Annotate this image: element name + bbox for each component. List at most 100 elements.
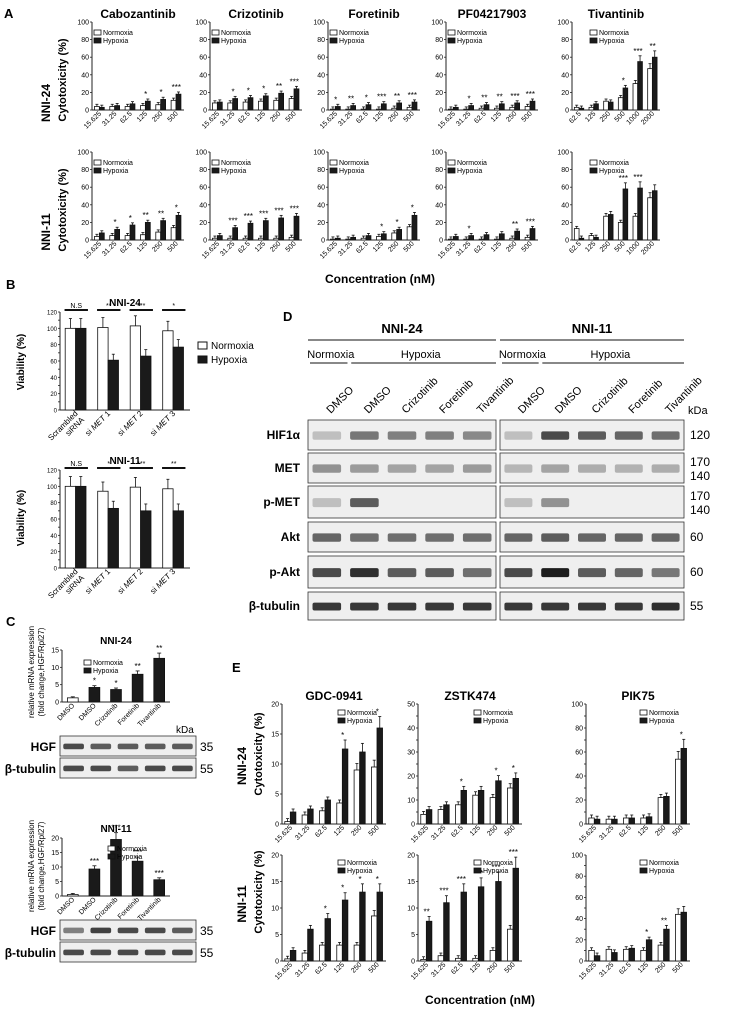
d-row-label: β-tubulin (249, 599, 300, 613)
bar-hypoxia (628, 817, 635, 825)
bar-hypoxia (411, 101, 418, 111)
sig-label: * (512, 764, 515, 773)
y-tick-label: 120 (47, 469, 58, 475)
y-tick-label: 20 (407, 774, 415, 781)
d-lane-label: Foretinib (626, 377, 665, 416)
y-tick-label: 80 (50, 343, 57, 349)
sig-label: *** (137, 461, 145, 468)
bar-hypoxia (341, 748, 349, 825)
legend-label-hypoxia: Hypoxia (93, 668, 118, 675)
d-lane-label: Tivantinib (475, 375, 516, 416)
x-tick-label: 125 (372, 110, 385, 123)
d-condition-label: Hypoxia (591, 349, 632, 361)
y-tick-label: 40 (435, 202, 443, 209)
bar-hypoxia (172, 510, 184, 569)
sig-label: *** (290, 77, 299, 86)
bar (131, 673, 144, 703)
sig-label: *** (290, 204, 299, 213)
legend-swatch-normoxia (447, 159, 456, 166)
sig-label: *** (408, 91, 417, 100)
panel-letter-a: A (4, 6, 14, 21)
y-tick-label: 20 (50, 392, 57, 398)
y-tick-label: 40 (575, 774, 583, 781)
bar-normoxia (455, 804, 462, 825)
bar-normoxia (675, 913, 682, 962)
bar-normoxia (573, 228, 580, 241)
y-tick-label: 0 (321, 238, 325, 245)
bar-normoxia (242, 237, 249, 241)
c-blot-1-1-band (117, 949, 139, 956)
sig-label: * (460, 777, 463, 786)
x-tick-label: si MET 3 (148, 567, 177, 596)
chart-A-cabo-11: 02040608010015.625*31.25*62.5**125**250*… (77, 150, 184, 261)
bar-normoxia (284, 958, 291, 962)
legend-label-normoxia: Normoxia (483, 860, 513, 867)
chart-title: Foretinib (348, 7, 399, 21)
bar-normoxia (170, 227, 177, 241)
x-tick-label-num: 1 (103, 567, 113, 577)
d-lane-label: Crizotinib (400, 375, 441, 416)
x-tick-label: 31.25 (455, 110, 472, 127)
bar-normoxia (507, 787, 514, 825)
d-blot-0-band (425, 431, 454, 440)
d-blot-0-band (651, 431, 680, 440)
sig-label: * (680, 730, 683, 739)
sig-label: *** (509, 848, 518, 857)
x-tick-label: 125 (254, 240, 267, 253)
bar-normoxia (588, 235, 595, 241)
d-blot-1-band (350, 464, 379, 473)
x-tick-label: 125 (333, 961, 346, 974)
legend-swatch-normoxia (93, 29, 102, 36)
legend-label-hypoxia: Hypoxia (457, 168, 482, 175)
d-blot-4-band (425, 568, 454, 578)
bar-hypoxia (645, 939, 653, 962)
legend-swatch-normoxia (337, 859, 346, 866)
legend-swatch-hypoxia (473, 867, 482, 874)
bar-hypoxia (365, 104, 372, 111)
bar-hypoxia (512, 867, 519, 962)
y-tick-label: 20 (435, 90, 443, 97)
bar-hypoxia (247, 222, 254, 241)
bar-normoxia (155, 231, 162, 241)
bar-normoxia (617, 221, 624, 241)
x-tick-label: 125 (637, 824, 650, 837)
d-blot-1-band (651, 464, 680, 473)
c-blot-0-0-band (144, 743, 166, 750)
bar-hypoxia (293, 88, 300, 111)
d-blot-5-band (387, 602, 417, 611)
x-tick-label: 125 (490, 110, 503, 123)
c-blot-0-1-band (144, 765, 166, 772)
y-tick-label: 40 (317, 72, 325, 79)
x-tick-label: 250 (486, 824, 499, 837)
y-tick-label: 60 (199, 55, 207, 62)
y-tick-label: 20 (407, 853, 415, 860)
legend-label-hypoxia: Hypoxia (339, 38, 364, 45)
sig-label: * (395, 218, 398, 227)
bar-normoxia (162, 330, 174, 411)
sig-label: *** (133, 848, 142, 857)
y-tick-label: 0 (439, 238, 443, 245)
bar-normoxia (301, 814, 309, 825)
bar-hypoxia (262, 220, 269, 241)
bar-hypoxia (144, 100, 151, 111)
x-tick-label: 125 (584, 110, 597, 123)
sig-label: *** (526, 217, 535, 226)
y-tick-label: 40 (50, 376, 57, 382)
x-tick-label: 250 (654, 961, 667, 974)
c-blot-1-1-band (90, 949, 112, 956)
bar-normoxia (301, 952, 309, 962)
y-tick-label: 80 (575, 874, 583, 881)
bar-normoxia (640, 950, 647, 962)
d-lane-label: DMSO (553, 384, 585, 416)
x-tick-label: Tivantinib (137, 896, 163, 922)
c-ylabel-line2-top: (fold change,HGF/Rpl27) (37, 627, 46, 716)
sig-label: * (113, 218, 116, 227)
legend-label-normoxia: Normoxia (221, 160, 251, 167)
legend-swatch-normoxia (639, 859, 648, 866)
y-tick-label: 0 (579, 822, 583, 829)
chart-title: ZSTK474 (444, 689, 496, 703)
y-tick-label: 100 (47, 327, 58, 333)
legend-swatch-hypoxia (639, 867, 648, 874)
